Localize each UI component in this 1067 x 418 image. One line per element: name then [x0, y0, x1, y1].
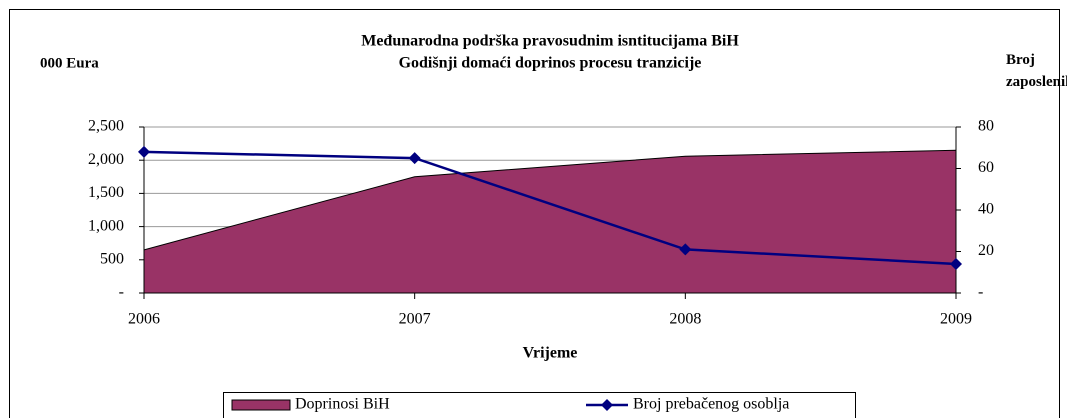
chart-title: Međunarodna podrška pravosudnim isntituc… [361, 33, 739, 50]
x-axis-label: Vrijeme [523, 345, 578, 362]
y2-axis-label: Broj zaposlenih [1006, 52, 1067, 90]
legend-swatch [231, 399, 291, 411]
y2-tick-label: 80 [978, 118, 994, 135]
y2-tick-label: 40 [978, 201, 994, 218]
marker [408, 152, 421, 165]
area [143, 149, 957, 294]
y-tick-label: 1,000 [88, 217, 124, 234]
chart-subtitle: Godišnji domaći doprinos procesu tranzic… [399, 55, 702, 72]
legend-label: Broj prebačenog osoblja [633, 396, 789, 413]
legend [223, 392, 856, 418]
y-axis-label: 000 Eura [40, 55, 99, 71]
y2-tick-label: 60 [978, 159, 994, 176]
legend-label: Doprinosi BiH [295, 396, 390, 413]
y-tick-label: - [119, 284, 124, 301]
y2-tick-label: - [978, 284, 983, 301]
x-tick-label: 2009 [940, 311, 972, 328]
x-tick-label: 2008 [669, 311, 701, 328]
marker [679, 243, 692, 256]
x-tick-label: 2007 [399, 311, 431, 328]
marker [138, 145, 150, 158]
y-tick-label: 1,500 [88, 184, 124, 201]
y-tick-label: 2,000 [88, 151, 124, 168]
marker [950, 257, 962, 270]
x-tick-label: 2006 [128, 311, 160, 328]
y2-tick-label: 20 [978, 242, 994, 259]
legend-marker [601, 399, 613, 411]
chart-frame [9, 9, 1060, 418]
line [143, 150, 957, 266]
y-tick-label: 2,500 [88, 118, 124, 135]
y-tick-label: 500 [100, 250, 124, 267]
